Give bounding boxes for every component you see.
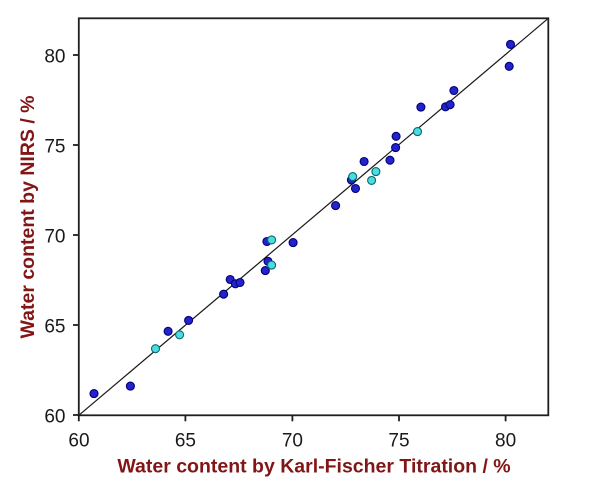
svg-text:Water content by NIRS / %: Water content by NIRS / % bbox=[17, 95, 39, 338]
svg-text:60: 60 bbox=[68, 431, 89, 452]
svg-text:70: 70 bbox=[44, 227, 65, 248]
svg-text:70: 70 bbox=[282, 431, 303, 452]
svg-text:65: 65 bbox=[44, 317, 65, 338]
svg-text:75: 75 bbox=[44, 137, 65, 158]
svg-text:75: 75 bbox=[388, 431, 409, 452]
svg-text:65: 65 bbox=[175, 431, 196, 452]
svg-text:60: 60 bbox=[44, 407, 65, 428]
svg-text:80: 80 bbox=[495, 431, 516, 452]
svg-text:Water content by Karl-Fischer: Water content by Karl-Fischer Titration … bbox=[117, 456, 510, 477]
svg-text:80: 80 bbox=[44, 47, 65, 68]
